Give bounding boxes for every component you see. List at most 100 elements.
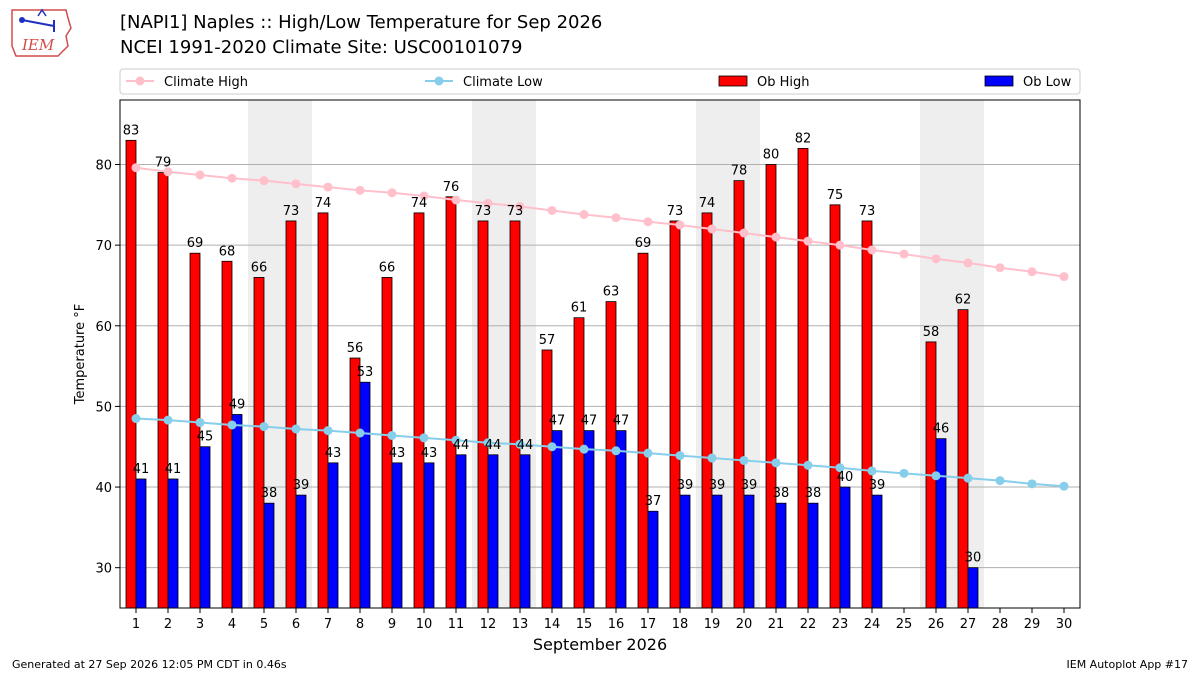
ob-low-bar bbox=[743, 494, 755, 609]
legend-ob-high-label: Ob High bbox=[757, 75, 810, 90]
ob-low-label: 41 bbox=[165, 462, 182, 477]
ob-high-label: 79 bbox=[155, 156, 172, 171]
ob-low-label: 47 bbox=[581, 414, 598, 429]
ob-high-bar bbox=[125, 139, 137, 609]
legend-climate-high-label: Climate High bbox=[164, 75, 248, 90]
climate-low-point bbox=[291, 424, 301, 434]
ob-high-bar bbox=[733, 180, 745, 609]
ob-high-bar bbox=[509, 220, 521, 609]
ob-high-label: 74 bbox=[315, 196, 332, 211]
climate-low-point bbox=[195, 418, 205, 428]
ob-high-bar bbox=[349, 357, 361, 609]
logo-text: IEM bbox=[21, 36, 55, 54]
climate-low-point bbox=[547, 442, 557, 452]
x-tick-label: 4 bbox=[228, 617, 236, 632]
x-tick-label: 15 bbox=[576, 617, 593, 632]
legend-climate-low-label: Climate Low bbox=[463, 75, 543, 90]
ob-low-bar bbox=[295, 494, 307, 609]
climate-high-line bbox=[135, 166, 1065, 278]
ob-high-label: 69 bbox=[635, 236, 652, 251]
ob-low-bar bbox=[391, 462, 403, 609]
legend: Climate High Climate Low Ob High Ob Low bbox=[119, 68, 1081, 95]
ob-high-label: 73 bbox=[283, 204, 300, 219]
ob-low-label: 40 bbox=[837, 470, 854, 485]
ob-high-label: 83 bbox=[123, 123, 140, 138]
ob-low-bar bbox=[935, 438, 947, 609]
ob-low-label: 44 bbox=[517, 438, 534, 453]
legend-ob-low-label: Ob Low bbox=[1023, 75, 1072, 90]
ob-high-bar bbox=[285, 220, 297, 609]
legend-ob-low-swatch bbox=[984, 75, 1014, 87]
climate-lines bbox=[131, 163, 1069, 491]
x-tick-label: 7 bbox=[324, 617, 332, 632]
ob-high-bar bbox=[413, 212, 425, 609]
climate-low-point bbox=[1059, 481, 1069, 491]
climate-low-point bbox=[1027, 479, 1037, 489]
ob-low-label: 38 bbox=[805, 486, 822, 501]
ob-high-label: 76 bbox=[443, 180, 460, 195]
ob-low-bar bbox=[647, 510, 659, 609]
ob-low-bar bbox=[583, 430, 595, 609]
ob-high-label: 73 bbox=[859, 204, 876, 219]
ob-low-label: 39 bbox=[677, 478, 694, 493]
x-tick-label: 9 bbox=[388, 617, 396, 632]
x-tick-label: 3 bbox=[196, 617, 204, 632]
climate-low-point bbox=[995, 476, 1005, 486]
ob-low-bar bbox=[263, 502, 275, 609]
climate-high-point bbox=[835, 240, 845, 250]
ob-high-bar bbox=[637, 252, 649, 609]
legend-box bbox=[119, 68, 1081, 95]
x-tick-label: 6 bbox=[292, 617, 300, 632]
ob-high-label: 63 bbox=[603, 285, 620, 300]
climate-high-point bbox=[867, 245, 877, 255]
climate-high-point bbox=[515, 201, 525, 211]
ob-high-bar bbox=[861, 220, 873, 609]
climate-high-point bbox=[547, 205, 557, 215]
x-axis-title: September 2026 bbox=[533, 635, 667, 654]
climate-low-point bbox=[899, 468, 909, 478]
ob-high-label: 66 bbox=[379, 260, 396, 275]
climate-high-point bbox=[899, 249, 909, 259]
climate-high-point bbox=[291, 179, 301, 189]
ob-high-label: 75 bbox=[827, 188, 844, 203]
x-tick-label: 13 bbox=[512, 617, 529, 632]
ob-low-label: 41 bbox=[133, 462, 150, 477]
ob-low-bar bbox=[359, 381, 371, 609]
climate-high-point bbox=[931, 254, 941, 264]
ob-high-bar bbox=[829, 204, 841, 609]
y-tick-label: 70 bbox=[95, 239, 112, 254]
plot-frame bbox=[119, 99, 1081, 609]
generated-footnote: Generated at 27 Sep 2026 12:05 PM CDT in… bbox=[12, 658, 287, 671]
ob-low-label: 38 bbox=[261, 486, 278, 501]
y-axis-title: Temperature °F bbox=[73, 304, 88, 405]
climate-low-point bbox=[579, 444, 589, 454]
x-tick-label: 16 bbox=[608, 617, 625, 632]
ob-high-bar bbox=[157, 172, 169, 609]
climate-high-point bbox=[451, 195, 461, 205]
y-tick-label: 60 bbox=[95, 320, 112, 335]
climate-low-point bbox=[131, 414, 141, 424]
climate-high-point bbox=[1059, 272, 1069, 282]
ob-low-label: 43 bbox=[421, 446, 438, 461]
climate-low-line bbox=[135, 417, 1065, 488]
x-tick-label: 10 bbox=[416, 617, 433, 632]
ob-low-label: 45 bbox=[197, 430, 214, 445]
ob-high-label: 73 bbox=[667, 204, 684, 219]
ob-low-label: 39 bbox=[709, 478, 726, 493]
ob-high-label: 78 bbox=[731, 164, 748, 179]
climate-high-point bbox=[963, 258, 973, 268]
ob-low-bar bbox=[679, 494, 691, 609]
ob-high-label: 56 bbox=[347, 341, 364, 356]
x-tick-label: 23 bbox=[832, 617, 849, 632]
iem-logo: IEM bbox=[8, 6, 74, 60]
ob-high-bar bbox=[253, 276, 265, 609]
ob-low-label: 44 bbox=[453, 438, 470, 453]
y-tick-label: 30 bbox=[95, 562, 112, 577]
x-tick-label: 29 bbox=[1024, 617, 1041, 632]
ob-high-label: 74 bbox=[411, 196, 428, 211]
ob-high-bar bbox=[477, 220, 489, 609]
ob-low-label: 37 bbox=[645, 494, 662, 509]
climate-high-point bbox=[195, 170, 205, 180]
